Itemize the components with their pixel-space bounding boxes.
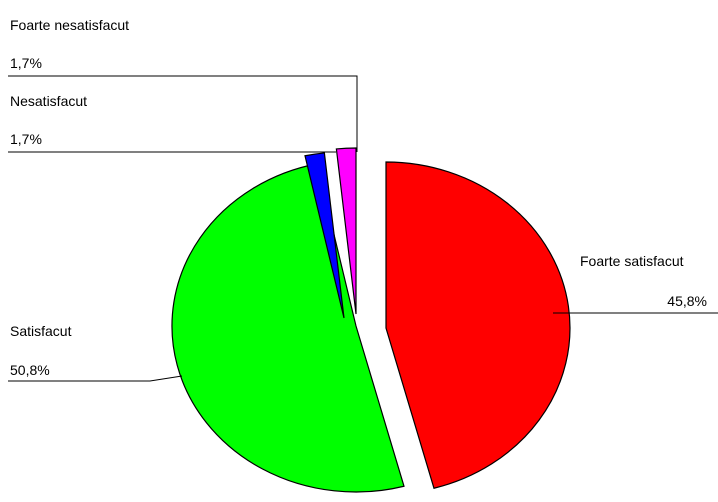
pie-slice-foarte-satisfacut [385, 161, 571, 489]
slice-label-nesatisfacut: Nesatisfacut [10, 93, 87, 109]
slice-label-foarte-nesatisfacut: Foarte nesatisfacut [10, 17, 129, 33]
slice-label-satisfacut: Satisfacut [10, 323, 72, 339]
pie-slice-foarte-nesatisfacut [335, 147, 357, 315]
slice-value-nesatisfacut: 1,7% [10, 131, 42, 147]
leader-line-satisfacut [8, 375, 183, 382]
slice-value-foarte-satisfacut: 45,8% [667, 293, 707, 309]
pie-slice-nesatisfacut [304, 152, 345, 319]
slice-value-foarte-nesatisfacut: 1,7% [10, 55, 42, 71]
slice-label-foarte-satisfacut: Foarte satisfacut [580, 253, 684, 269]
pie-slice-satisfacut [171, 163, 405, 493]
leader-line-foarte-nesatisfacut [8, 75, 358, 152]
slice-value-satisfacut: 50,8% [10, 362, 50, 378]
pie-slices [171, 147, 571, 493]
